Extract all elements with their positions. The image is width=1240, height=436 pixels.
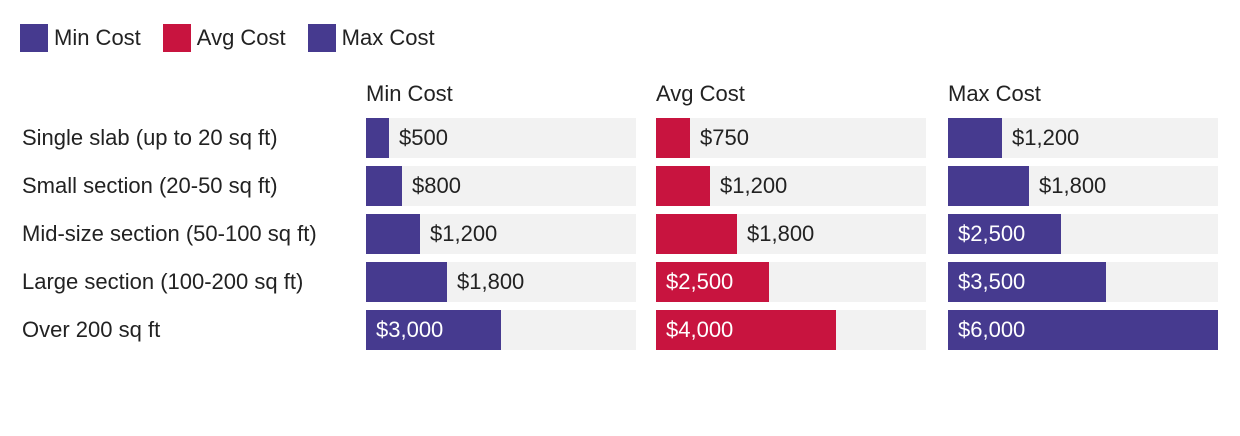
bar-track: $1,800: [948, 166, 1218, 206]
bar-track: $1,200: [366, 214, 636, 254]
bar-value-label: $1,200: [1012, 125, 1080, 150]
bar-min-cost: [366, 118, 389, 158]
bar-value-label: $500: [399, 125, 448, 150]
legend-label: Max Cost: [341, 25, 435, 50]
bar-max-cost: [948, 310, 1218, 350]
legend-item-min-cost: Min Cost: [20, 24, 141, 52]
legend-item-avg-cost: Avg Cost: [162, 24, 286, 52]
bar-value-label: $1,800: [1039, 173, 1107, 198]
column-title-max-cost: Max Cost: [948, 81, 1041, 106]
category-label: Single slab (up to 20 sq ft): [22, 125, 278, 150]
legend-swatch: [20, 24, 48, 52]
legend-swatch: [307, 24, 336, 52]
bar-track: $3,500: [948, 262, 1218, 302]
bar-value-label: $3,000: [376, 317, 444, 342]
bar-min-cost: [366, 166, 402, 206]
chart-legend: Min Cost Avg Cost Max Cost: [20, 24, 457, 52]
category-label: Mid-size section (50-100 sq ft): [22, 221, 317, 246]
bar-value-label: $800: [412, 173, 461, 198]
bar-track: $2,500: [656, 262, 926, 302]
bar-track: $2,500: [948, 214, 1218, 254]
bar-min-cost: [366, 214, 420, 254]
category-label: Large section (100-200 sq ft): [22, 269, 304, 294]
category-label: Over 200 sq ft: [22, 317, 161, 342]
legend-label: Min Cost: [54, 25, 141, 50]
bar-avg-cost: [656, 118, 690, 158]
bar-value-label: $4,000: [666, 317, 734, 342]
bar-value-label: $3,500: [958, 269, 1026, 294]
bar-track: $750: [656, 118, 926, 158]
bar-max-cost: [948, 118, 1002, 158]
bar-track: $6,000: [948, 310, 1218, 350]
bar-max-cost: [948, 166, 1029, 206]
bar-value-label: $1,200: [720, 173, 788, 198]
bar-value-label: $6,000: [958, 317, 1026, 342]
legend-item-max-cost: Max Cost: [307, 24, 435, 52]
bar-value-label: $1,200: [430, 221, 498, 246]
bar-avg-cost: [656, 166, 710, 206]
bar-value-label: $750: [700, 125, 749, 150]
category-label: Small section (20-50 sq ft): [22, 173, 278, 198]
bar-avg-cost: [656, 214, 737, 254]
column-title-avg-cost: Avg Cost: [656, 81, 745, 106]
bar-value-label: $2,500: [666, 269, 734, 294]
bar-avg-cost: [656, 310, 836, 350]
bar-max-cost: [948, 214, 1061, 254]
bar-value-label: $2,500: [958, 221, 1026, 246]
bar-track: $500: [366, 118, 636, 158]
bar-min-cost: [366, 262, 447, 302]
bar-max-cost: [948, 262, 1106, 302]
bar-track: $1,200: [656, 166, 926, 206]
bar-track: $1,800: [656, 214, 926, 254]
bar-track: $3,000: [366, 310, 636, 350]
bar-track: $4,000: [656, 310, 926, 350]
column-title-min-cost: Min Cost: [366, 81, 453, 106]
bar-avg-cost: [656, 262, 769, 302]
bar-min-cost: [366, 310, 501, 350]
bar-value-label: $1,800: [747, 221, 815, 246]
bar-track: $1,200: [948, 118, 1218, 158]
legend-swatch: [162, 24, 191, 52]
legend-label: Avg Cost: [196, 25, 286, 50]
bar-value-label: $1,800: [457, 269, 525, 294]
bar-track: $1,800: [366, 262, 636, 302]
bar-track: $800: [366, 166, 636, 206]
